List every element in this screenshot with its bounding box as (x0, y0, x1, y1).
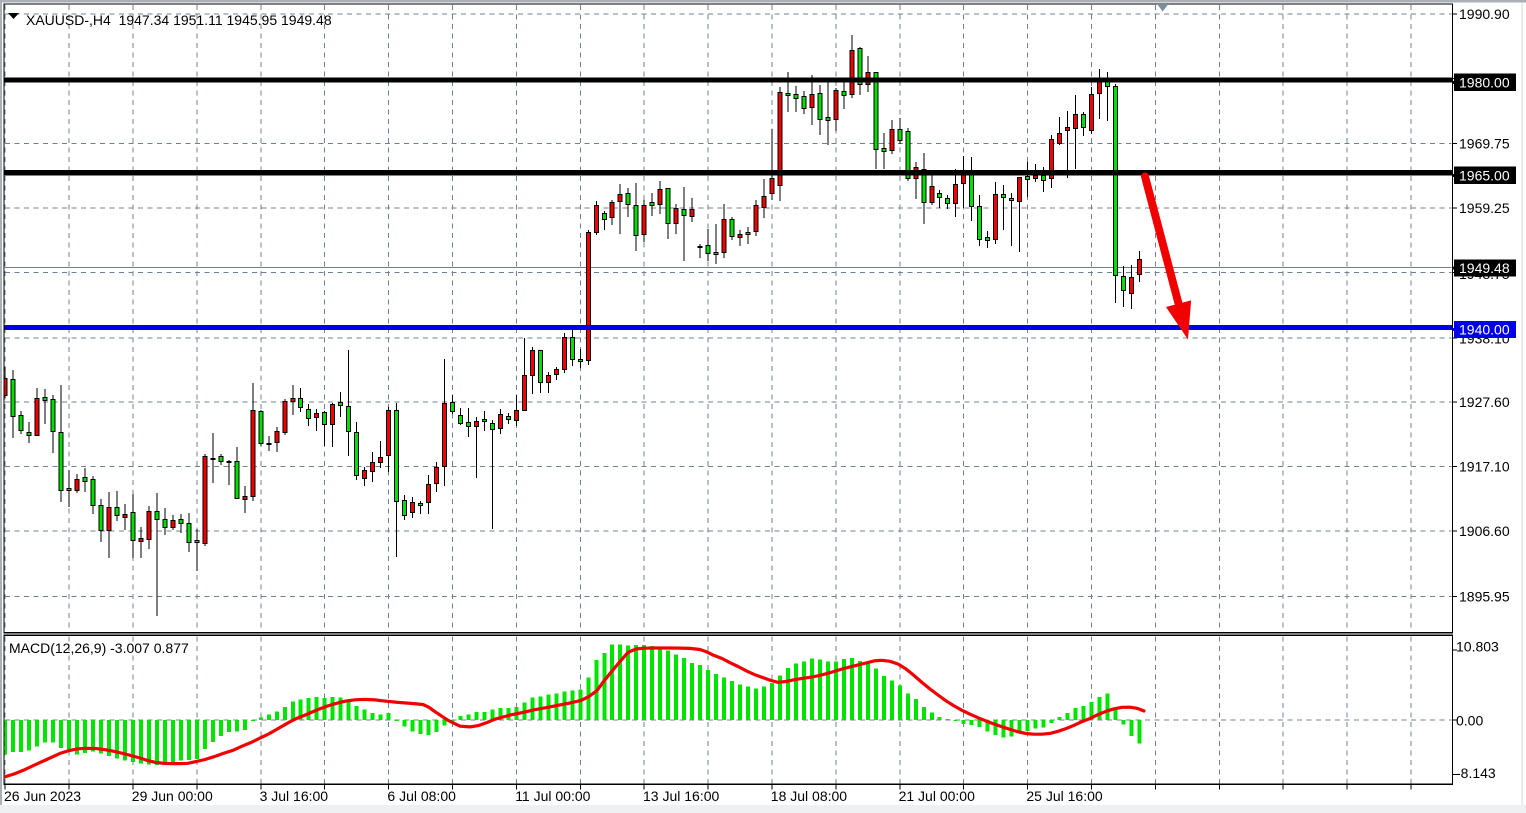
svg-text:0.00: 0.00 (1456, 713, 1483, 729)
svg-text:MACD(12,26,9) -3.007 0.877: MACD(12,26,9) -3.007 0.877 (9, 640, 189, 656)
svg-text:1959.25: 1959.25 (1459, 200, 1510, 216)
svg-text:1917.10: 1917.10 (1459, 459, 1510, 475)
svg-text:29 Jun 00:00: 29 Jun 00:00 (132, 788, 213, 804)
svg-text:26 Jun 2023: 26 Jun 2023 (4, 788, 81, 804)
svg-text:25 Jul 16:00: 25 Jul 16:00 (1026, 788, 1102, 804)
svg-text:1980.00: 1980.00 (1459, 74, 1510, 90)
svg-text:21 Jul 00:00: 21 Jul 00:00 (899, 788, 975, 804)
svg-text:1895.95: 1895.95 (1459, 588, 1510, 604)
svg-text:1965.00: 1965.00 (1459, 167, 1510, 183)
svg-text:1906.60: 1906.60 (1459, 523, 1510, 539)
svg-text:1940.00: 1940.00 (1459, 322, 1510, 338)
svg-text:11 Jul 00:00: 11 Jul 00:00 (515, 788, 590, 804)
svg-text:1990.90: 1990.90 (1459, 6, 1510, 22)
svg-text:1969.75: 1969.75 (1459, 136, 1510, 152)
svg-text:13 Jul 16:00: 13 Jul 16:00 (643, 788, 719, 804)
svg-text:10.803: 10.803 (1456, 639, 1499, 655)
svg-text:6 Jul 08:00: 6 Jul 08:00 (387, 788, 456, 804)
svg-text:18 Jul 08:00: 18 Jul 08:00 (771, 788, 847, 804)
svg-text:3 Jul 16:00: 3 Jul 16:00 (260, 788, 329, 804)
svg-text:XAUUSD-,H4 1947.34 1951.11 19: XAUUSD-,H4 1947.34 1951.11 1945.95 1949.… (26, 12, 332, 28)
svg-text:-8.143: -8.143 (1456, 765, 1496, 781)
svg-text:1927.60: 1927.60 (1459, 394, 1510, 410)
svg-text:1949.48: 1949.48 (1459, 260, 1510, 276)
